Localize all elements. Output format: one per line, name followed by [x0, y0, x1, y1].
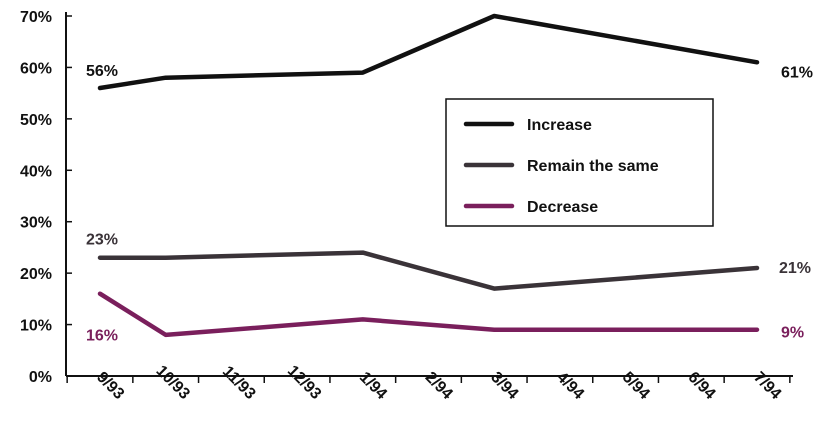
x-tick-label: 11/93	[219, 363, 259, 403]
chart-legend: Increase Remain the same Decrease	[445, 98, 714, 227]
series-line	[97, 291, 760, 338]
legend-label: Increase	[527, 117, 592, 134]
y-tick-label: 10%	[20, 318, 52, 335]
legend-label: Remain the same	[527, 158, 659, 175]
y-tick-label: 20%	[20, 266, 52, 283]
x-tick-label: 5/94	[619, 369, 653, 403]
chart-data-labels: 56% 61% 23% 21% 16% 9%	[86, 63, 813, 345]
data-label-start: 16%	[86, 328, 118, 345]
x-tick-label: 3/94	[487, 369, 521, 403]
series-line	[97, 250, 760, 291]
y-tick-label: 40%	[20, 163, 52, 180]
x-tick-label: 6/94	[684, 369, 718, 403]
data-label-end: 21%	[779, 260, 811, 277]
data-label-start: 56%	[86, 63, 118, 80]
x-tick-label: 9/93	[93, 369, 127, 403]
x-tick-label: 4/94	[553, 369, 587, 403]
chart-series-lines	[97, 13, 760, 338]
legend-label: Decrease	[527, 199, 598, 216]
y-tick-label: 50%	[20, 112, 52, 129]
x-tick-label: 10/93	[153, 362, 193, 402]
x-tick-label: 1/94	[356, 369, 390, 403]
series-line	[97, 13, 760, 91]
data-label-end: 61%	[781, 64, 813, 81]
x-tick-label: 7/94	[750, 369, 784, 403]
x-tick-label: 12/93	[284, 362, 324, 402]
y-tick-label: 0%	[29, 369, 52, 386]
y-tick-label: 70%	[20, 9, 52, 26]
y-tick-label: 30%	[20, 215, 52, 232]
y-tick-label: 60%	[20, 60, 52, 77]
data-label-end: 9%	[781, 325, 804, 342]
x-tick-label: 2/94	[422, 369, 456, 403]
data-label-start: 23%	[86, 232, 118, 249]
